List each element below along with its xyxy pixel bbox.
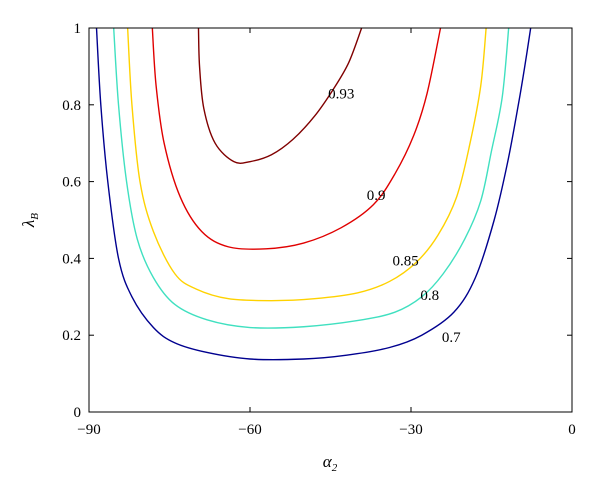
x-axis-label-main: α [323, 452, 333, 471]
contour-line-0.85 [126, 27, 487, 302]
contour-label-0.93: 0.93 [328, 86, 354, 102]
x-tick-label: −90 [77, 422, 100, 438]
y-tick-label: 0.2 [62, 328, 81, 344]
y-tick-label: 1 [74, 21, 82, 37]
x-axis-label-sub: 2 [332, 462, 338, 474]
contour-label-0.7: 0.7 [442, 330, 461, 346]
contour-label-0.9: 0.9 [367, 188, 386, 204]
contour-line-0.8 [112, 27, 510, 329]
contour-lines [95, 27, 532, 361]
contour-line-0.7 [95, 27, 532, 361]
y-tick-label: 0.4 [62, 251, 81, 267]
contour-line-0.93 [197, 27, 363, 164]
contour-line-0.9 [151, 27, 442, 250]
y-axis-label-main: λ [19, 220, 38, 228]
contour-label-0.8: 0.8 [420, 288, 439, 304]
y-axis-label-sub: B [29, 213, 41, 220]
y-tick-label: 0.6 [62, 175, 81, 191]
contour-labels: 0.93 0.9 0.85 0.8 0.7 [328, 86, 461, 346]
x-tick-label: 0 [568, 422, 576, 438]
y-axis-label: λB [19, 213, 41, 228]
axis-ticks: −90 −60 −30 0 0 0.2 0.4 0.6 0.8 1 [62, 21, 576, 438]
y-tick-label: 0.8 [62, 98, 81, 114]
plot-frame [88, 27, 573, 413]
contour-label-0.85: 0.85 [393, 253, 419, 269]
y-tick-label: 0 [74, 405, 82, 421]
x-axis-label: α2 [323, 452, 338, 474]
x-tick-label: −60 [238, 422, 261, 438]
x-tick-label: −30 [399, 422, 422, 438]
